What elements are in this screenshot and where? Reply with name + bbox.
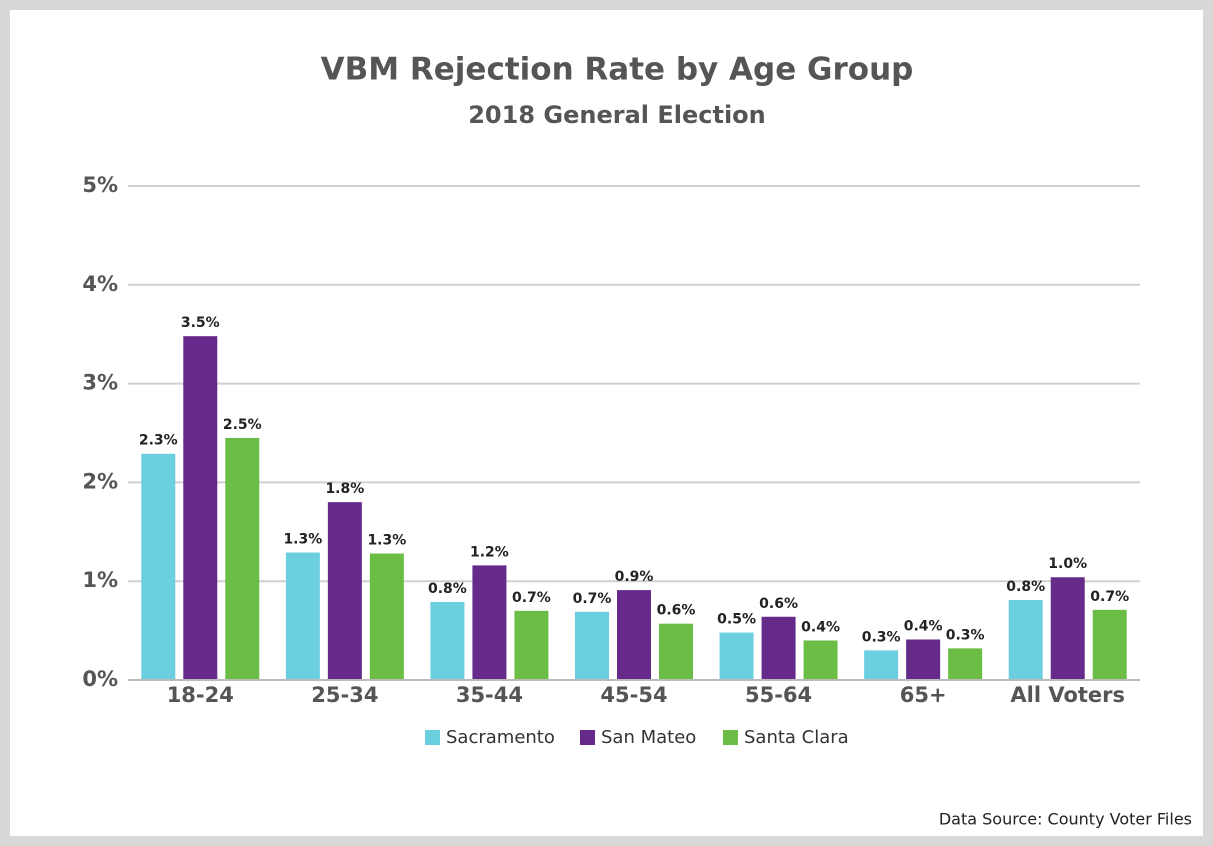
value-label: 1.2% (470, 544, 509, 560)
value-label: 0.6% (759, 596, 798, 612)
bar (575, 611, 609, 680)
bar (514, 610, 549, 680)
bar (369, 553, 404, 680)
x-tick-label: 18-24 (167, 683, 234, 707)
x-tick-label: 35-44 (456, 683, 523, 707)
x-tick-label: 25-34 (311, 683, 378, 707)
legend-label: San Mateo (601, 727, 696, 748)
y-tick-label: 3% (82, 371, 118, 395)
bar (1008, 599, 1043, 680)
bar (1050, 577, 1085, 680)
bar (1092, 609, 1127, 680)
value-label: 3.5% (181, 315, 220, 331)
value-label: 0.8% (1006, 579, 1045, 595)
bar (472, 565, 507, 680)
bar (761, 616, 796, 680)
value-label: 0.6% (657, 603, 696, 619)
legend-swatch (580, 730, 595, 745)
bar (803, 640, 838, 680)
x-tick-label: 55-64 (745, 683, 812, 707)
chart-title: VBM Rejection Rate by Age Group (321, 52, 914, 88)
value-label: 0.7% (1090, 589, 1129, 605)
bar (141, 453, 176, 680)
source-note: Data Source: County Voter Files (939, 810, 1192, 829)
bar (948, 648, 983, 680)
y-tick-label: 5% (82, 173, 118, 197)
bar (285, 552, 320, 680)
x-tick-label: 45-54 (600, 683, 667, 707)
legend-label: Sacramento (446, 727, 555, 748)
value-label: 0.8% (428, 581, 467, 597)
value-label: 1.3% (367, 533, 406, 549)
bar (327, 502, 362, 680)
value-label: 1.0% (1048, 556, 1087, 572)
bar (617, 590, 651, 680)
bar (659, 623, 693, 680)
legend-label: Santa Clara (744, 727, 849, 748)
value-label: 2.5% (223, 417, 262, 433)
bar (719, 632, 754, 680)
chart-subtitle: 2018 General Election (468, 101, 766, 129)
bar (225, 437, 260, 680)
y-tick-label: 1% (82, 568, 118, 592)
legend-swatch (425, 730, 440, 745)
bar (864, 650, 899, 680)
bar (430, 601, 465, 680)
value-label: 0.7% (573, 591, 612, 607)
bar (183, 336, 218, 680)
value-label: 0.5% (717, 612, 756, 628)
value-label: 0.7% (512, 590, 551, 606)
value-label: 0.3% (862, 629, 901, 645)
value-label: 1.3% (283, 532, 322, 548)
value-label: 0.4% (904, 618, 943, 634)
value-label: 0.4% (801, 619, 840, 635)
bar (906, 639, 941, 680)
value-label: 1.8% (325, 481, 364, 497)
legend-swatch (723, 730, 738, 745)
y-tick-label: 2% (82, 469, 118, 493)
y-tick-label: 0% (82, 667, 118, 691)
value-label: 2.3% (139, 433, 178, 449)
x-tick-label: All Voters (1010, 683, 1125, 707)
value-label: 0.3% (946, 627, 985, 643)
x-tick-label: 65+ (900, 683, 947, 707)
value-label: 0.9% (615, 569, 654, 585)
y-tick-label: 4% (82, 272, 118, 296)
